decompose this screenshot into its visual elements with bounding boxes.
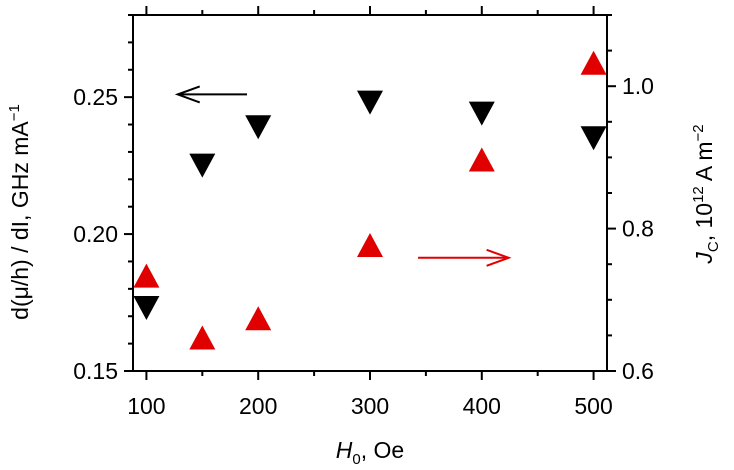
x-tick-label: 200 bbox=[239, 393, 277, 419]
right-axis-arrow bbox=[418, 248, 512, 267]
x-tick-label: 100 bbox=[127, 393, 165, 419]
black-triangle-point bbox=[245, 115, 272, 140]
black-triangle-point bbox=[133, 296, 160, 321]
axis-ticks bbox=[124, 6, 616, 380]
annotation-arrows bbox=[174, 85, 512, 267]
red-triangle-point bbox=[189, 325, 216, 350]
left-axis-arrow bbox=[174, 85, 248, 104]
data-markers bbox=[133, 50, 607, 350]
plot-frame bbox=[132, 14, 608, 372]
red-triangle-point bbox=[245, 306, 272, 331]
red-triangle-point bbox=[580, 50, 607, 75]
y-left-tick-label: 0.15 bbox=[73, 358, 118, 384]
axis-tick-labels: 100 200 300 400 500 0.15 0.20 0.25 0.6 0.8 1.0 bbox=[73, 73, 654, 419]
y-axis-left-title: d(μ/h) / dI, GHz mA−1 bbox=[6, 104, 33, 320]
x-axis-title: H0, Oe bbox=[336, 437, 404, 468]
red-triangle-point bbox=[468, 147, 495, 172]
y-right-tick-label: 0.8 bbox=[622, 216, 654, 242]
y-left-tick-label: 0.25 bbox=[73, 84, 118, 110]
y-left-tick-label: 0.20 bbox=[73, 221, 118, 247]
black-triangle-point bbox=[189, 153, 216, 178]
black-triangle-point bbox=[468, 101, 495, 126]
y-right-tick-label: 1.0 bbox=[622, 73, 654, 99]
y-right-tick-label: 0.6 bbox=[622, 358, 654, 384]
black-triangle-point bbox=[580, 126, 607, 151]
red-triangle-point bbox=[133, 263, 160, 288]
red-triangle-point bbox=[357, 232, 383, 257]
y-axis-right-title: JC, 1012 A m−2 bbox=[690, 124, 722, 264]
black-triangle-point bbox=[357, 90, 383, 115]
x-tick-label: 400 bbox=[463, 393, 501, 419]
x-tick-label: 300 bbox=[351, 393, 389, 419]
x-tick-label: 500 bbox=[574, 393, 612, 419]
